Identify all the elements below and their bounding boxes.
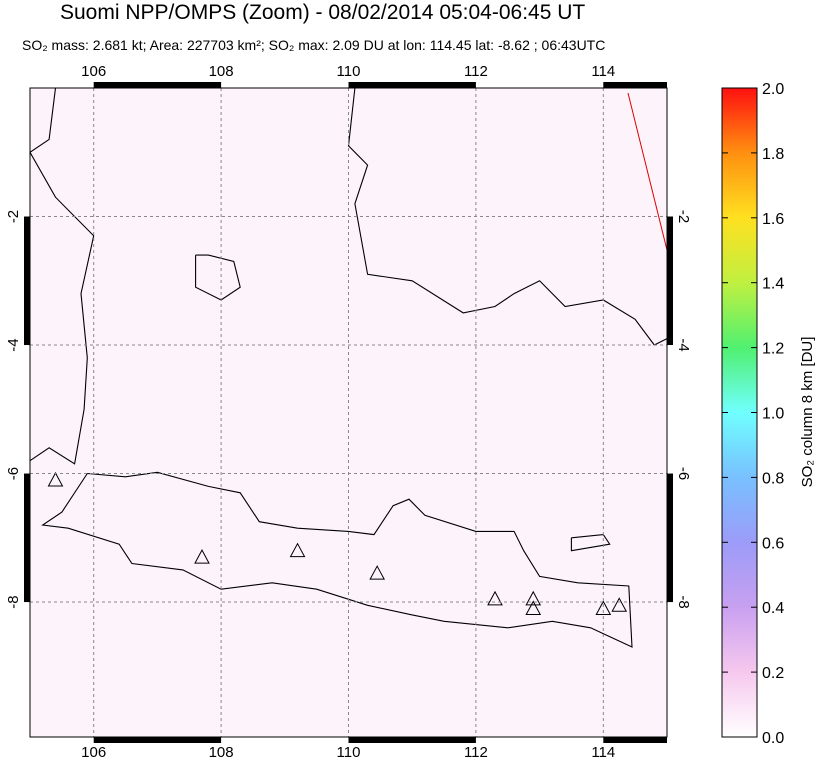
coast-line xyxy=(29,87,95,465)
colorbar-label: SO₂ column 8 km [DU] xyxy=(799,337,816,488)
x-tick-label: 106 xyxy=(81,63,106,80)
frame-band xyxy=(603,737,667,743)
frame-band xyxy=(93,82,222,88)
y-tick-label: -6 xyxy=(5,467,22,480)
colorbar-tick-label: 1.8 xyxy=(762,146,784,163)
coast-line xyxy=(570,534,611,552)
x-tick-label: 110 xyxy=(337,63,361,80)
y-tick-label: -4 xyxy=(5,338,22,351)
volcano xyxy=(487,590,503,606)
volcano xyxy=(194,549,210,564)
chart-subtitle: SO₂ mass: 2.681 kt; Area: 227703 km²; SO… xyxy=(22,37,605,53)
frame-band xyxy=(93,737,222,743)
frame-band xyxy=(24,473,30,603)
coast-line xyxy=(41,471,633,648)
x-tick-label: 108 xyxy=(209,744,234,759)
colorbar-tick-label: 1.4 xyxy=(762,276,784,293)
volcano xyxy=(595,600,612,615)
swath-edge xyxy=(627,92,668,251)
x-tick-label: 112 xyxy=(464,63,488,80)
colorbar-tick-label: 1.6 xyxy=(762,211,784,228)
colorbar-tick-label: 0.8 xyxy=(762,470,784,487)
x-tick-label: 110 xyxy=(337,744,361,759)
x-tick-label: 114 xyxy=(591,63,615,80)
colorbar-tick-label: 0.2 xyxy=(762,665,784,682)
frame-band xyxy=(667,473,673,603)
colorbar-tick-label: 1.2 xyxy=(762,341,784,358)
volcano xyxy=(525,600,542,615)
volcanoes xyxy=(47,471,628,615)
volcano xyxy=(369,565,386,580)
y-tick-label: -2 xyxy=(5,210,22,223)
coast-line xyxy=(195,254,241,301)
x-tick-label: 114 xyxy=(591,744,615,759)
colorbar-tick-label: 2.0 xyxy=(762,81,784,98)
colorbar-tick-label: 1.0 xyxy=(762,406,784,423)
chart-title: Suomi NPP/OMPS (Zoom) - 08/02/2014 05:04… xyxy=(60,1,585,24)
colorbar-tick-label: 0.6 xyxy=(762,535,784,552)
volcano xyxy=(525,590,542,606)
frame-band xyxy=(348,82,476,88)
frame-band xyxy=(348,737,476,743)
frame-band xyxy=(24,216,30,346)
map-frame xyxy=(29,87,668,738)
y-tick-label: -6 xyxy=(675,467,692,480)
y-tick-label: -8 xyxy=(675,595,692,608)
x-tick-label: 106 xyxy=(81,744,106,759)
volcano xyxy=(289,542,306,558)
coast-line xyxy=(347,87,668,346)
x-tick-label: 112 xyxy=(464,744,488,759)
colorbar-tick-label: 0.0 xyxy=(762,730,784,747)
volcano xyxy=(47,471,64,487)
y-tick-label: -2 xyxy=(675,210,692,223)
coastline xyxy=(29,87,668,648)
colorbar-tick-label: 0.4 xyxy=(762,600,784,617)
frame-band xyxy=(603,82,667,88)
volcano xyxy=(611,597,628,612)
y-tick-label: -8 xyxy=(5,595,22,608)
y-tick-label: -4 xyxy=(675,338,692,351)
frame-band xyxy=(667,216,673,346)
x-tick-label: 108 xyxy=(209,63,234,80)
